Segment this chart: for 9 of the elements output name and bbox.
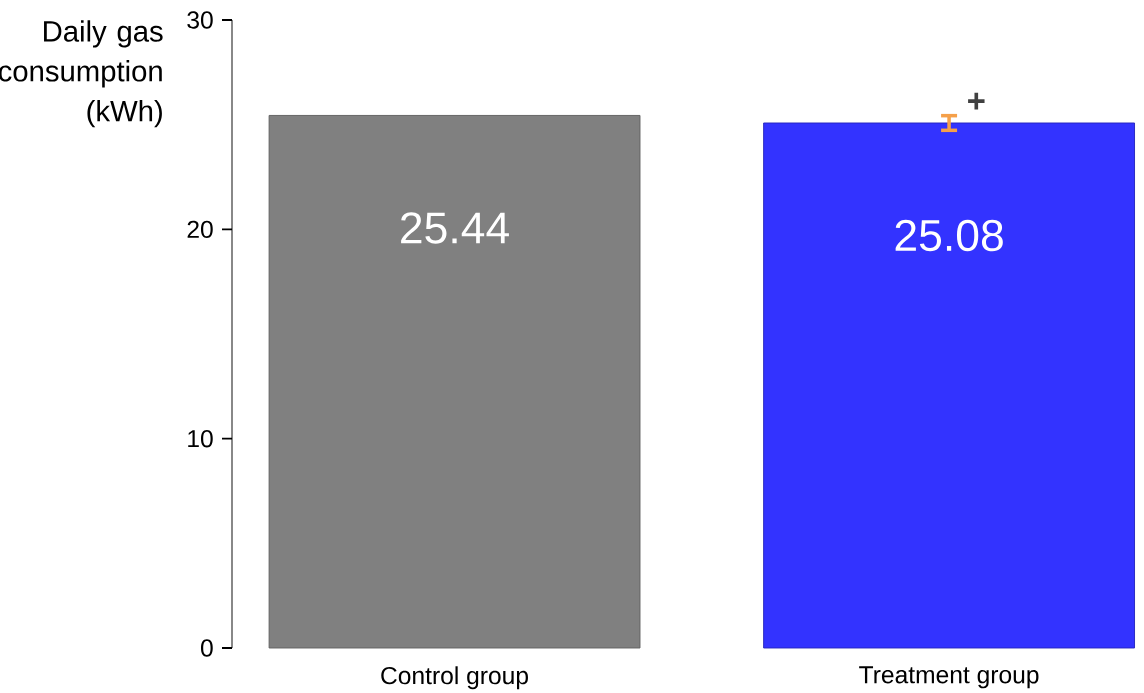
y-tick-label: 20 <box>187 220 213 239</box>
y-tick-label: 0 <box>201 639 213 657</box>
y-tick-label: 10 <box>188 429 213 448</box>
data-label: 25.08 <box>895 219 1003 252</box>
x-tick-label: Control group <box>381 666 528 690</box>
x-tick-label: Treatment group <box>859 666 1039 689</box>
annotation: + <box>968 92 985 110</box>
y-tick-label: 30 <box>187 11 213 29</box>
data-label: 25.44 <box>401 212 509 244</box>
